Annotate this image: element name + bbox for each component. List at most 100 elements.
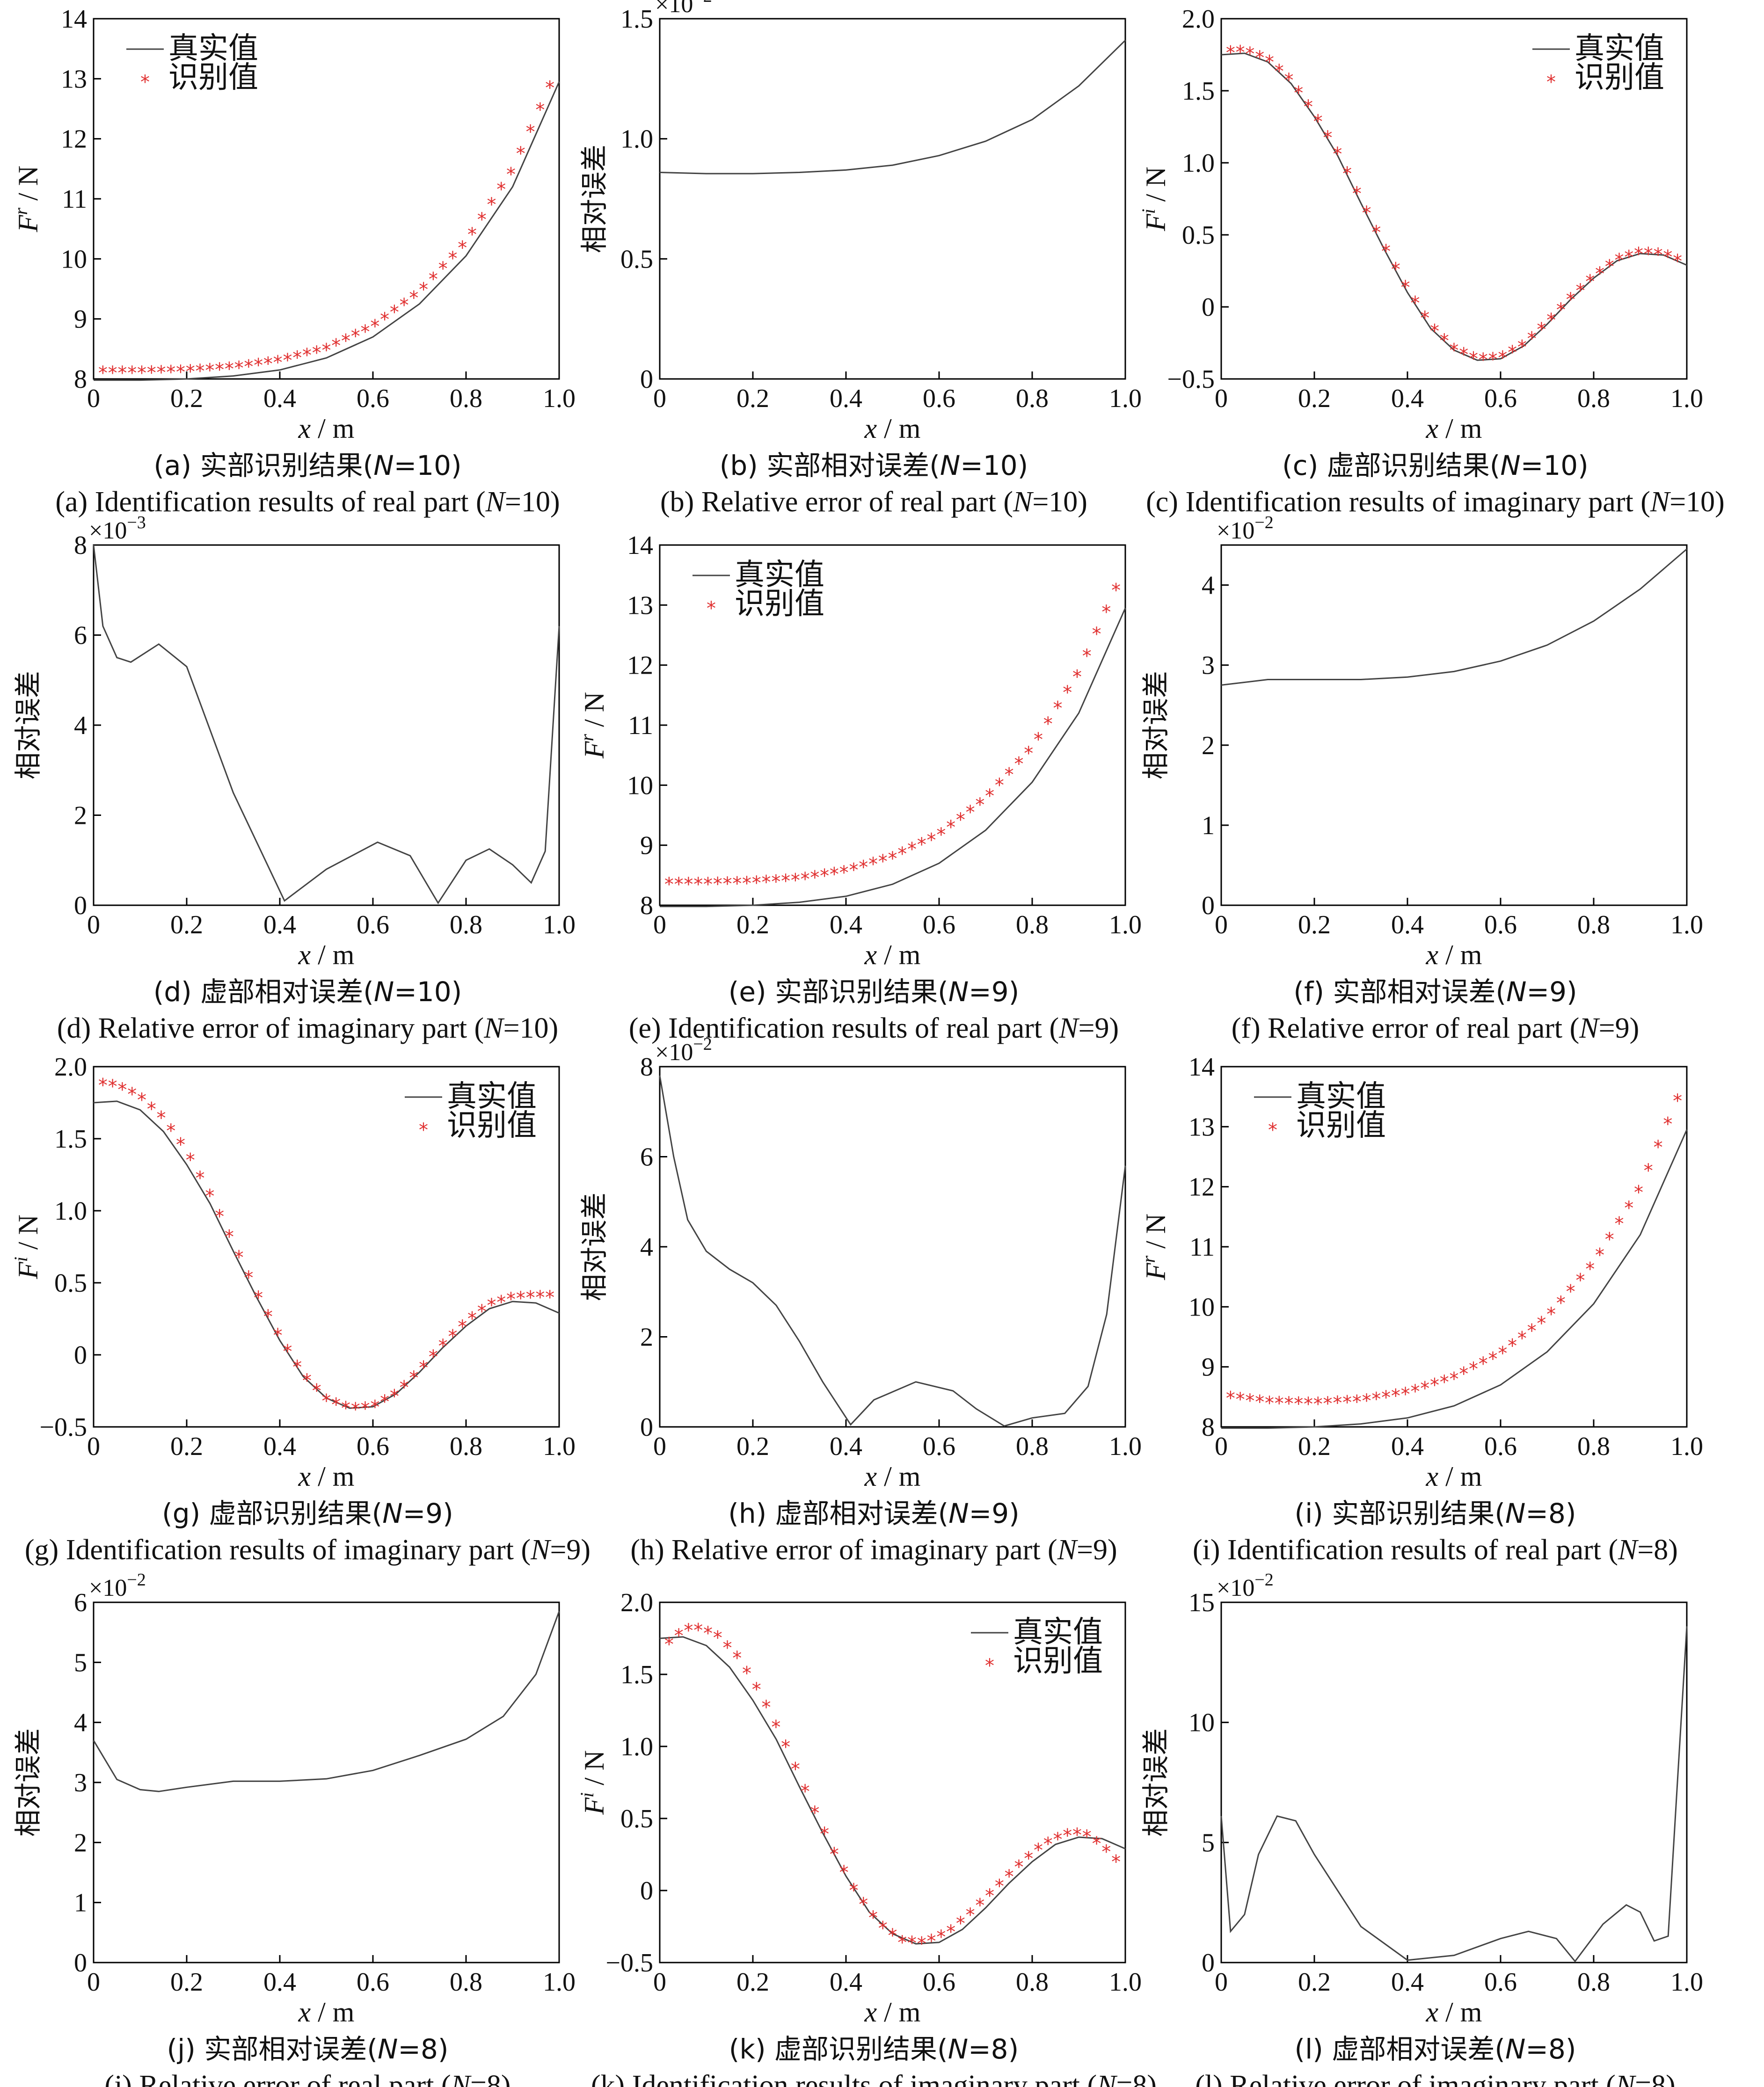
- y-tick-label: 0: [640, 1413, 653, 1442]
- series-marker-识别值: *: [1430, 1375, 1439, 1396]
- x-tick-label: 0: [653, 910, 666, 939]
- x-tick-label: 1.0: [1670, 910, 1703, 939]
- y-tick-label: −0.5: [39, 1413, 87, 1442]
- series-marker-识别值: *: [1537, 319, 1546, 341]
- series-line-真实值: [94, 81, 560, 381]
- series-marker-识别值: *: [1323, 127, 1333, 149]
- series-marker-识别值: *: [196, 361, 205, 382]
- series-marker-识别值: *: [409, 288, 418, 309]
- y-tick-label: 13: [61, 65, 87, 94]
- series-line-真实值: [93, 1100, 560, 1409]
- series-marker-识别值: *: [351, 1399, 360, 1420]
- x-tick-label: 0: [653, 384, 666, 413]
- series-marker-识别值: *: [244, 356, 253, 378]
- series-marker-识别值: *: [390, 302, 399, 323]
- series-marker-识别值: *: [693, 1620, 703, 1641]
- plot-frame: [659, 1601, 1126, 1963]
- x-tick-label: 0.6: [357, 910, 389, 939]
- series-marker-识别值: *: [1024, 1848, 1033, 1870]
- y-tick-label: 1: [74, 1889, 87, 1918]
- y-tick-label: 1.0: [1182, 149, 1215, 178]
- legend-label-true: 真实值: [447, 1079, 537, 1114]
- y-tick-label: 2.0: [1182, 5, 1215, 34]
- caption-cn: (a) 实部识别结果(N=10): [153, 450, 461, 481]
- series-marker-识别值: *: [1566, 1281, 1575, 1303]
- series-marker-识别值: *: [1371, 1389, 1381, 1411]
- series-marker-识别值: *: [1508, 1336, 1517, 1357]
- plot-frame: [659, 18, 1126, 380]
- series-marker-识别值: *: [713, 873, 722, 895]
- x-tick-label: 0.2: [1298, 910, 1331, 939]
- x-axis-label: x / m: [298, 413, 355, 444]
- y-tick-label: 3: [1202, 651, 1215, 680]
- y-tick-label: 8: [74, 531, 87, 560]
- x-tick-label: 0.4: [1391, 910, 1424, 939]
- series-marker-识别值: *: [781, 871, 790, 892]
- series-marker-识别值: *: [1585, 271, 1595, 293]
- series-marker-识别值: *: [917, 1934, 926, 1955]
- series-line-error: [1220, 1626, 1688, 1963]
- series-marker-识别值: *: [1469, 1359, 1478, 1380]
- y-tick-label: 1.5: [54, 1125, 87, 1154]
- y-axis-label: Fr / N: [576, 692, 610, 759]
- series-marker-识别值: *: [1440, 1372, 1449, 1393]
- series-marker-识别值: *: [859, 857, 868, 878]
- series-marker-识别值: *: [830, 864, 839, 886]
- series-marker-识别值: *: [927, 1931, 936, 1952]
- series-marker-识别值: *: [516, 1288, 525, 1309]
- panel-f: 0 0.2 0.4 0.6 0.8 1.0 0 1 2 3 4×10−2 x / m 相对误差 (f) 实…: [1140, 513, 1703, 1044]
- series-marker-识别值: *: [703, 1623, 713, 1644]
- series-marker-识别值: *: [674, 1625, 684, 1647]
- x-tick-label: 0.2: [736, 1968, 769, 1997]
- series-marker-识别值: *: [535, 99, 545, 121]
- series-marker-识别值: *: [1313, 1394, 1323, 1415]
- series-marker-识别值: *: [1265, 52, 1274, 73]
- y-tick-label: 0: [74, 1949, 87, 1978]
- series-marker-识别值: *: [477, 209, 487, 231]
- series-marker-识别值: *: [693, 874, 703, 895]
- series-marker-识别值: *: [1673, 251, 1682, 272]
- y-tick-label: 4: [74, 711, 87, 740]
- y-tick-label: 9: [1202, 1353, 1215, 1382]
- series-marker-识别值: *: [927, 829, 936, 851]
- caption-cn: (d) 虚部相对误差(N=10): [153, 976, 462, 1008]
- x-tick-label: 1.0: [1109, 1968, 1142, 1997]
- caption-cn: (l) 虚部相对误差(N=8): [1295, 2033, 1576, 2065]
- series-marker-识别值: *: [878, 1918, 888, 1940]
- y-tick-label: 5: [1202, 1828, 1215, 1857]
- caption-en: (j) Relative error of real part (N=8): [104, 2070, 510, 2087]
- series-marker-识别值: *: [1043, 1834, 1053, 1855]
- series-marker-识别值: *: [820, 865, 829, 887]
- legend-label-identified: 识别值: [1296, 1108, 1386, 1143]
- series-marker-识别值: *: [467, 224, 477, 246]
- series-marker-识别值: *: [506, 164, 516, 186]
- series-marker-识别值: *: [868, 1907, 878, 1929]
- x-tick-label: 0.8: [1577, 1432, 1610, 1461]
- series-marker-识别值: *: [752, 873, 761, 894]
- legend-label-true: 真实值: [1013, 1615, 1103, 1650]
- caption-en: (b) Relative error of real part (N=10): [660, 486, 1087, 518]
- y-tick-label: 12: [61, 125, 87, 154]
- series-marker-识别值: *: [1101, 602, 1111, 623]
- series-marker-识别值: *: [936, 1927, 946, 1948]
- series-marker-识别值: *: [117, 1079, 127, 1101]
- series-marker-识别值: *: [849, 1880, 858, 1902]
- series-marker-识别值: *: [302, 1370, 312, 1392]
- x-tick-label: 0.8: [1016, 384, 1049, 413]
- series-marker-识别值: *: [1420, 1378, 1429, 1399]
- series-marker-识别值: *: [1371, 222, 1381, 243]
- series-marker-识别值: *: [467, 1309, 477, 1330]
- series-marker-识别值: *: [907, 1933, 917, 1954]
- series-marker-识别值: *: [448, 1326, 457, 1348]
- y-tick-label: 0: [74, 891, 87, 920]
- x-tick-label: 0.2: [1298, 1968, 1331, 1997]
- series-marker-识别值: *: [205, 1185, 214, 1207]
- y-tick-label: 0: [1202, 293, 1215, 322]
- series-marker-识别值: *: [1072, 1825, 1082, 1846]
- x-tick-label: 0.2: [170, 1432, 203, 1461]
- plot-frame: [1220, 1601, 1688, 1963]
- series-marker-识别值: *: [762, 1697, 771, 1718]
- x-tick-label: 0.6: [357, 1432, 389, 1461]
- legend-marker-swatch: *: [985, 1655, 994, 1677]
- y-tick-label: 0.5: [54, 1269, 87, 1298]
